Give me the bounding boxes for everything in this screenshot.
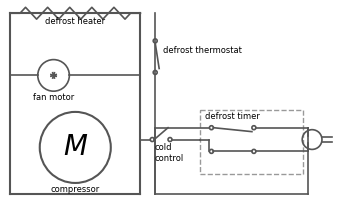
Circle shape <box>252 126 256 130</box>
Circle shape <box>209 149 214 153</box>
Text: M: M <box>63 133 87 161</box>
Text: compressor: compressor <box>51 185 100 194</box>
Text: fan motor: fan motor <box>33 93 74 102</box>
Text: cold
control: cold control <box>154 143 184 163</box>
Text: defrost thermostat: defrost thermostat <box>163 46 242 55</box>
Bar <box>200 110 303 174</box>
Circle shape <box>209 126 214 130</box>
Circle shape <box>153 39 157 43</box>
Circle shape <box>252 149 256 153</box>
Circle shape <box>153 71 157 74</box>
Circle shape <box>150 138 154 142</box>
Circle shape <box>168 138 172 142</box>
Text: defrost heater: defrost heater <box>45 17 105 26</box>
Text: defrost timer: defrost timer <box>205 112 259 121</box>
